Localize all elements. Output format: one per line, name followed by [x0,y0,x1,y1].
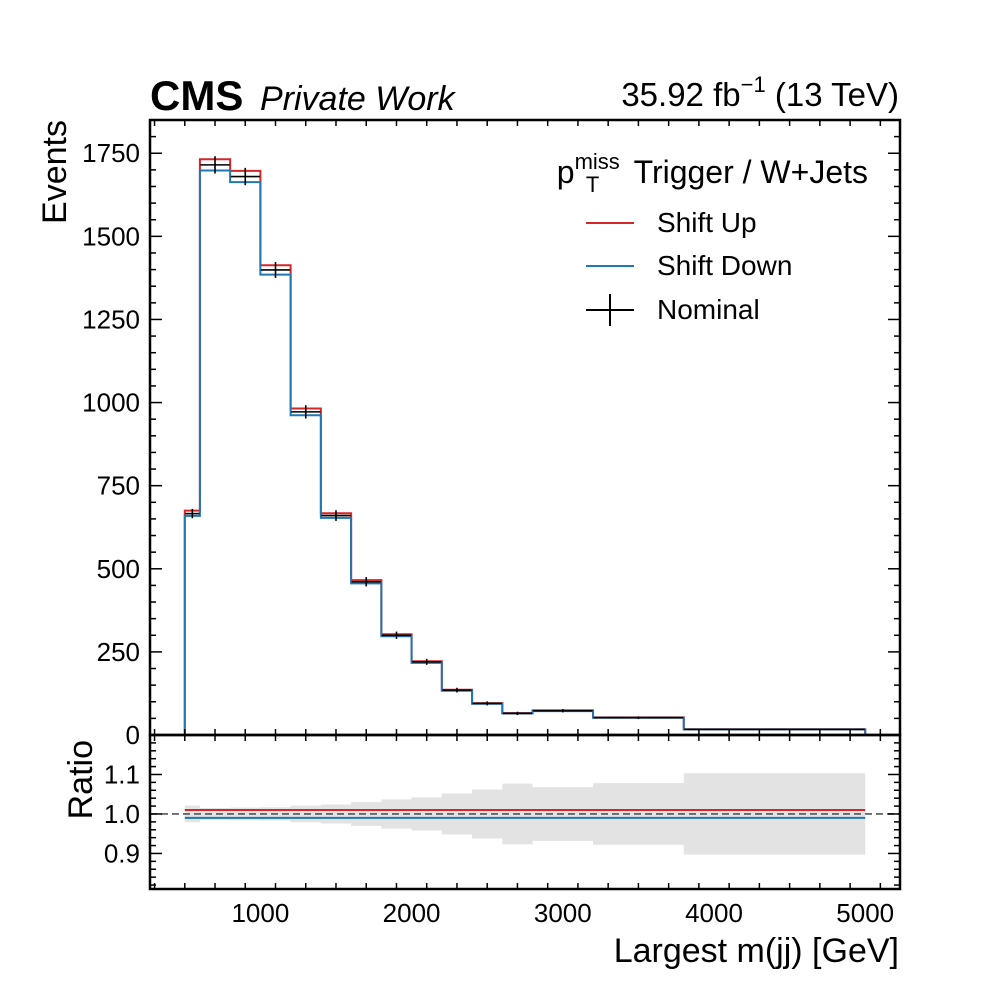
legend-title-text: Trigger / W+Jets [634,154,868,190]
main-series-layer [183,156,867,735]
legend: pmiss T Trigger / W+Jets Shift Up Shift D… [557,149,868,326]
series-shift-up-step [183,158,867,735]
lumi-exponent: −1 [741,72,766,97]
x-tick-label: 1000 [231,898,289,928]
y-tick-label: 500 [97,554,140,584]
x-tick-label: 2000 [383,898,441,928]
nominal-point-1 [200,156,230,174]
ratio-y-tick-label: 1.1 [104,759,140,789]
y-tick-label: 750 [97,471,140,501]
legend-nominal-label: Nominal [657,294,760,325]
nominal-point-5 [321,510,351,521]
x-tick-label: 4000 [685,898,743,928]
ratio-y-tick-label: 0.9 [104,838,140,868]
lumi-space [766,76,775,113]
nominal-point-8 [412,658,442,665]
nominal-point-13 [593,716,684,720]
lumi-value: 35.92 fb [621,76,740,113]
legend-shift-up-label: Shift Up [657,207,757,238]
ratio-panel-frame [148,733,902,891]
y-tick-label: 0 [126,720,140,750]
ratio-plot-area [150,773,900,855]
nominal-point-2 [230,167,260,186]
experiment-label: CMS [150,72,243,119]
lumi-label: 35.92 fb−1 (13 TeV) [621,72,899,113]
y-tick-label: 1000 [82,388,140,418]
legend-shift-down-label: Shift Down [657,250,792,281]
y-tick-label: 1500 [82,221,140,251]
nominal-point-9 [442,687,472,693]
main-panel-frame [148,118,902,737]
ratio-y-axis-title: Ratio [62,740,100,819]
nominal-point-6 [351,577,381,587]
y-axis-title: Events [36,120,74,224]
status-label: Private Work [260,80,457,118]
legend-title-p: p [557,154,575,190]
x-axis-title: Largest m(jj) [GeV] [614,932,899,970]
energy-value: (13 TeV) [775,76,899,113]
ratio-y-tick-label: 1.0 [104,799,140,829]
nominal-point-11 [502,711,533,716]
axis-ticks-layer: 1000 2000 3000 4000 5000 0 250 500 750 1000 1250 15… [82,120,900,928]
y-tick-label: 250 [97,637,140,667]
nominal-point-4 [291,405,321,419]
nominal-point-3 [260,261,291,278]
legend-title-sub: T [586,172,599,197]
legend-title-gap [625,154,633,190]
nominal-point-14 [684,728,865,731]
nominal-point-7 [381,631,412,639]
x-tick-label: 5000 [836,898,894,928]
y-tick-label: 1250 [82,304,140,334]
x-tick-label: 3000 [534,898,592,928]
nominal-point-12 [533,709,593,713]
y-tick-label: 1750 [82,138,140,168]
legend-title-sup: miss [575,149,620,174]
nominal-point-10 [472,701,502,706]
nominal-point-0 [185,508,200,519]
legend-title: pmiss T Trigger / W+Jets [557,149,868,197]
